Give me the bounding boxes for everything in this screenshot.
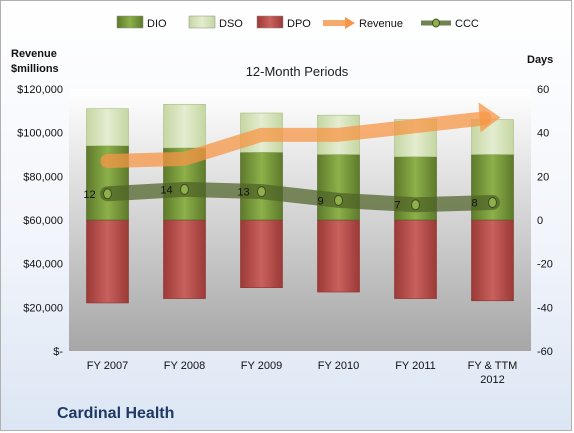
legend-label-revenue: Revenue [359, 18, 403, 30]
ccc-data-label: 7 [394, 200, 400, 212]
legend-swatch-dso [188, 15, 216, 29]
right-axis-tick-label: 60 [537, 84, 549, 96]
bar-dso [163, 103, 206, 149]
ccc-data-label: 13 [237, 187, 249, 199]
ccc-data-label: 14 [160, 184, 172, 196]
left-axis-tick-label: $40,000 [23, 259, 63, 271]
right-axis-tick-label: -40 [537, 302, 553, 314]
legend-label-dpo: DPO [287, 18, 311, 30]
company-name: Cardinal Health [57, 405, 175, 422]
bar-dpo [394, 219, 437, 299]
x-axis-tick-label: FY 2008 [164, 360, 205, 372]
legend-swatch-dpo [256, 15, 284, 29]
right-axis-label: Days [527, 54, 553, 66]
left-axis-tick-label: $- [53, 346, 63, 358]
x-axis-tick-label: FY 2010 [318, 360, 359, 372]
bar-dpo [86, 219, 129, 304]
left-axis-label-line2: $millions [11, 63, 59, 75]
left-axis-tick-label: $120,000 [17, 84, 63, 96]
right-axis-tick-label: -60 [537, 346, 553, 358]
revenue-line [100, 111, 492, 169]
lines-layer: 12 14 13 9 7 8 [83, 102, 501, 213]
x-axis-tick-label-line2: 2012 [480, 374, 504, 386]
legend-swatch-revenue-head [345, 17, 355, 29]
legend-label-dio: DIO [147, 18, 167, 30]
chart-title: 12-Month Periods [246, 64, 349, 79]
ccc-marker [257, 186, 266, 198]
ccc-marker [180, 183, 189, 195]
bar-dpo [240, 219, 283, 288]
bar-dpo [163, 219, 206, 299]
left-axis-tick-label: $100,000 [17, 128, 63, 140]
legend: DIO DSO DPO Revenue CCC [116, 15, 479, 30]
ccc-data-label: 8 [471, 198, 477, 210]
x-axis-tick-label: FY & TTM [468, 360, 518, 372]
revenue-arrowhead [478, 102, 501, 133]
ccc-marker [334, 194, 343, 206]
legend-marker-ccc [432, 18, 440, 28]
right-axis-tick-label: -20 [537, 259, 553, 271]
left-axis-tick-label: $20,000 [23, 302, 63, 314]
ccc-data-label: 12 [83, 189, 95, 201]
legend-label-ccc: CCC [455, 18, 479, 30]
x-axis-tick-label: FY 2009 [241, 360, 282, 372]
bar-dpo [317, 219, 360, 293]
ccc-line [100, 181, 500, 213]
right-axis-tick-label: 40 [537, 128, 549, 140]
x-axis-tick-label: FY 2011 [395, 360, 436, 372]
bar-dso [86, 108, 129, 147]
legend-label-dso: DSO [219, 18, 243, 30]
right-axis-tick-label: 0 [537, 215, 543, 227]
axes-layer: $- $20,000 $40,000 $60,000 $80,000 $100,000 $1… [17, 84, 553, 386]
bar-dio [317, 154, 360, 221]
ccc-marker [411, 199, 420, 211]
right-axis-tick-label: 20 [537, 171, 549, 183]
x-axis-tick-label: FY 2007 [87, 360, 128, 372]
bar-dpo [471, 219, 514, 302]
left-axis-label-line1: Revenue [11, 48, 57, 60]
legend-swatch-dio [116, 15, 144, 29]
left-axis-tick-label: $80,000 [23, 171, 63, 183]
ccc-marker [103, 188, 112, 200]
ccc-marker [488, 197, 497, 209]
ccc-data-label: 9 [317, 195, 323, 207]
left-axis-tick-label: $60,000 [23, 215, 63, 227]
